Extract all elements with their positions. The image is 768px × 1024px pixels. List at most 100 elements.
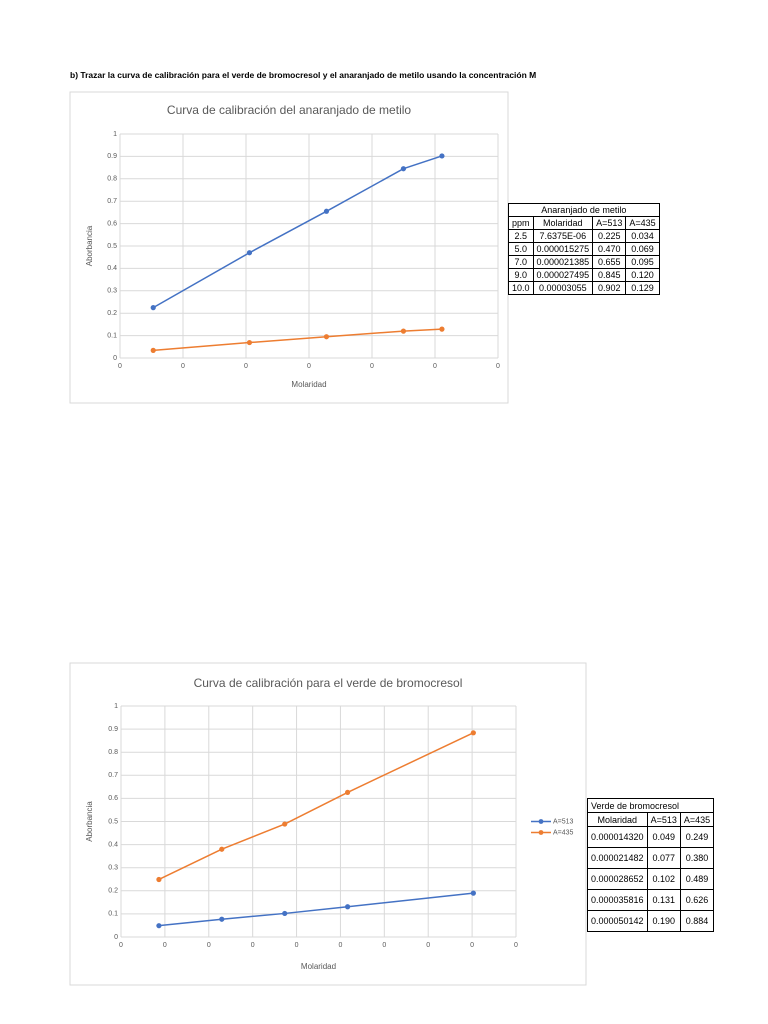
table-cell: 7.0 — [508, 255, 534, 269]
table-cell: 0.902 — [592, 281, 627, 295]
y-tick-label: 0.9 — [108, 726, 118, 733]
table-caption-row: Verde de bromocresol — [586, 798, 715, 813]
data-point — [219, 846, 225, 852]
table-row: 0.000014320 0.049 0.249 — [587, 826, 715, 848]
y-axis-label: Aborbancia — [85, 801, 94, 842]
x-tick-label: 0 — [426, 942, 430, 949]
table-cell: 2.5 — [508, 229, 534, 243]
data-point — [282, 821, 288, 827]
table-row: 0.000050142 0.190 0.884 — [587, 910, 715, 932]
table-cell: 0.000021385 — [532, 255, 594, 269]
table-cell: 0.000028652 — [587, 868, 648, 890]
table-cell: 0.249 — [679, 826, 715, 848]
y-tick-label: 0.3 — [107, 288, 117, 295]
table-cell: 0.470 — [592, 242, 627, 256]
table-title: Anaranjado de metilo — [508, 203, 660, 217]
table-cell: 0.034 — [625, 229, 660, 243]
x-tick-label: 0 — [382, 942, 386, 949]
data-point — [150, 305, 156, 311]
x-tick-label: 0 — [119, 942, 123, 949]
table-row: 5.0 0.000015275 0.470 0.069 — [508, 242, 660, 256]
x-tick-label: 0 — [163, 942, 167, 949]
y-tick-label: 0 — [113, 355, 117, 362]
table-cell: 0.884 — [679, 910, 715, 932]
table-cell: 0.655 — [592, 255, 627, 269]
table-row: 0.000028652 0.102 0.489 — [587, 868, 715, 890]
y-tick-label: 1 — [114, 703, 118, 710]
chart-frame — [69, 662, 587, 986]
x-tick-label: 0 — [251, 942, 255, 949]
table-cell: 0.380 — [679, 847, 715, 869]
y-tick-label: 0.5 — [108, 818, 118, 825]
data-point — [219, 916, 225, 922]
table-row: 10.0 0.00003055 0.902 0.129 — [508, 281, 660, 295]
data-point — [282, 910, 288, 917]
table-cell: 0.000050142 — [587, 910, 648, 932]
data-point — [156, 876, 162, 883]
heading: b) Trazar la curva de calibración para e… — [70, 70, 537, 80]
table-cell: 0.000015275 — [532, 242, 594, 256]
y-tick-label: 0.1 — [107, 332, 117, 339]
column-header: A=513 — [592, 216, 627, 230]
data-point — [246, 250, 253, 256]
chart-title: Curva de calibración del anaranjado de m… — [167, 103, 411, 117]
x-tick-label: 0 — [181, 363, 185, 370]
column-header: A=513 — [646, 812, 681, 827]
x-tick-label: 0 — [496, 363, 500, 370]
table-cell: 0.000035816 — [587, 889, 648, 911]
y-tick-label: 1 — [113, 131, 117, 138]
data-point — [150, 347, 156, 353]
table-cell: 0.00003055 — [532, 281, 594, 295]
data-point — [439, 326, 445, 332]
data-point — [156, 923, 162, 929]
x-axis-label: Molaridad — [291, 380, 326, 389]
x-tick-label: 0 — [514, 942, 518, 949]
legend-label: A=435 — [553, 829, 574, 836]
x-tick-label: 0 — [295, 942, 299, 949]
y-axis-label: Aborbancia — [85, 225, 94, 266]
table-cell: 0.626 — [679, 889, 715, 911]
table-cell: 5.0 — [508, 242, 534, 256]
table-header-row: Molaridad A=513 A=435 — [587, 812, 715, 827]
column-header: Molaridad — [532, 216, 594, 230]
data-point — [400, 166, 407, 172]
y-tick-label: 0.4 — [107, 265, 117, 272]
table-cell: 0.225 — [592, 229, 627, 243]
column-header: ppm — [508, 216, 534, 230]
y-tick-label: 0.6 — [108, 795, 118, 802]
legend-swatch — [538, 819, 544, 824]
table-cell: 0.000027495 — [532, 268, 594, 282]
x-axis-label: Molaridad — [301, 962, 336, 971]
table-cell: 7.6375E-06 — [532, 229, 594, 243]
y-tick-label: 0 — [114, 934, 118, 941]
table-row: 7.0 0.000021385 0.655 0.095 — [508, 255, 660, 269]
table-cell: 0.000021482 — [587, 847, 648, 869]
table-row: 0.000021482 0.077 0.380 — [587, 847, 715, 869]
legend-label: A=513 — [553, 818, 574, 825]
table-cell: 0.845 — [592, 268, 627, 282]
data-point — [323, 208, 330, 214]
table-cell: 0.000014320 — [587, 826, 648, 848]
x-tick-label: 0 — [433, 363, 437, 370]
data-point — [470, 890, 476, 896]
table-header-row: ppm Molaridad A=513 A=435 — [508, 216, 660, 230]
table-row: 2.5 7.6375E-06 0.225 0.034 — [508, 229, 660, 243]
column-header: A=435 — [625, 216, 660, 230]
x-tick-label: 0 — [244, 363, 248, 370]
table-cell: 0.049 — [646, 826, 681, 848]
x-tick-label: 0 — [118, 363, 122, 370]
x-tick-label: 0 — [338, 942, 342, 949]
table-cell: 0.129 — [625, 281, 660, 295]
data-point — [345, 904, 351, 910]
x-tick-label: 0 — [207, 942, 211, 949]
y-tick-label: 0.3 — [108, 865, 118, 872]
column-header: A=435 — [679, 812, 715, 827]
y-tick-label: 0.8 — [107, 176, 117, 183]
y-tick-label: 0.2 — [108, 888, 118, 895]
data-point — [246, 339, 253, 346]
y-tick-label: 0.6 — [107, 220, 117, 227]
data-point — [470, 730, 476, 736]
y-tick-label: 0.8 — [108, 749, 118, 756]
